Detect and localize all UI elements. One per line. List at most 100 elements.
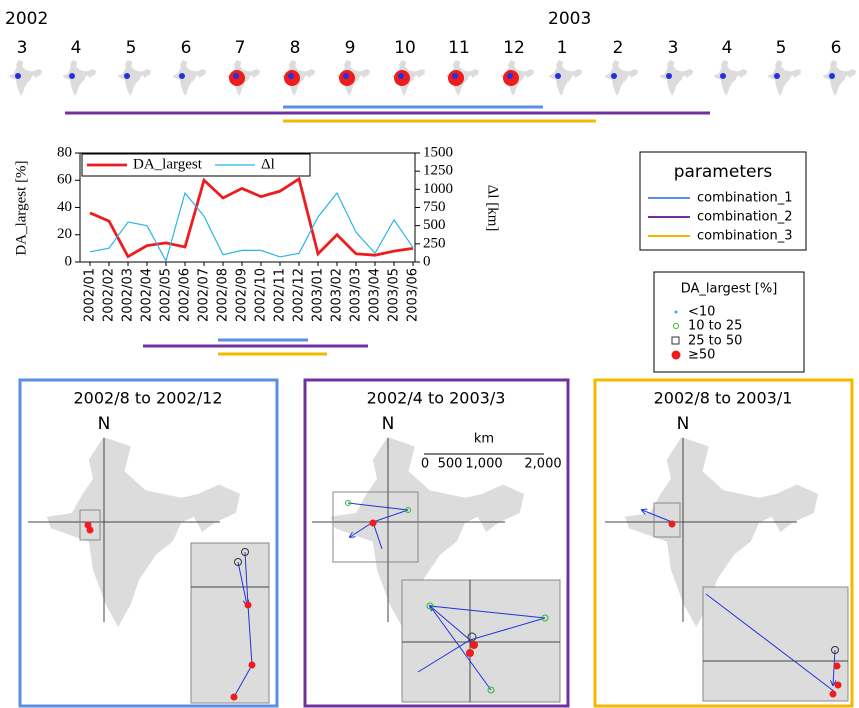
mini-dot (829, 73, 835, 79)
x-tick-label: 2002/03 (121, 268, 136, 322)
point (833, 662, 841, 670)
legend-title: parameters (674, 162, 773, 182)
mini-map (767, 60, 801, 96)
mini-map (659, 60, 693, 96)
north-label: N (382, 414, 395, 434)
mini-map (713, 60, 747, 96)
mini-dot (720, 73, 726, 79)
month-label: 12 (503, 38, 525, 58)
y2-tick-label: 1500 (423, 144, 453, 160)
point (234, 558, 242, 566)
panel: 2002/8 to 2003/1 N (593, 378, 854, 708)
x-tick-label: 2003/03 (349, 268, 364, 322)
month-label: 4 (722, 38, 733, 58)
month-label: 6 (831, 38, 842, 58)
size-symbol (673, 323, 679, 329)
mini-dot (398, 73, 404, 79)
mini-dot (15, 73, 21, 79)
y2-tick-label: 250 (423, 235, 446, 251)
x-tick-label: 2003/05 (387, 268, 402, 322)
point (244, 601, 252, 609)
x-tick-label: 2002/10 (254, 268, 269, 322)
x-tick-label: 2002/05 (159, 268, 174, 322)
point (230, 693, 238, 701)
legend-label: combination_2 (697, 210, 793, 225)
x-tick-label: 2002/02 (102, 268, 117, 322)
point (86, 526, 94, 534)
month-label: 9 (345, 38, 356, 58)
series-line (89, 176, 414, 259)
y2-axis-label: Δl [km] (485, 185, 501, 232)
north-label: N (98, 414, 111, 434)
inset (190, 542, 270, 704)
panel: 2002/8 to 2002/12 N (18, 378, 279, 708)
scale-unit: km (474, 432, 494, 447)
y-tick-label: 20 (57, 226, 72, 242)
point (369, 519, 377, 527)
month-label: 4 (71, 38, 82, 58)
point (831, 646, 839, 654)
year-label: 2003 (548, 9, 591, 29)
point (470, 641, 478, 649)
size-symbol (671, 336, 680, 345)
panel: 2002/4 to 2003/3 N km 0 500 1,000 2,000 (303, 378, 570, 708)
month-label: 5 (776, 38, 787, 58)
mini-map (117, 60, 151, 96)
x-tick-label: 2002/11 (273, 268, 288, 322)
arrows (417, 606, 546, 691)
y2-tick-label: 1000 (423, 181, 453, 197)
legend-label: Δl (261, 156, 275, 172)
y-tick-label: 80 (57, 144, 72, 160)
mini-dot (452, 73, 458, 79)
mini-map (8, 60, 42, 96)
point (466, 649, 474, 657)
x-tick-label: 2002/04 (140, 268, 155, 322)
point (405, 507, 411, 513)
x-tick-label: 2003/02 (330, 268, 345, 322)
x-tick-label: 2002/06 (178, 268, 193, 322)
y-tick-label: 0 (65, 253, 73, 269)
inset-box (332, 491, 419, 563)
y2-tick-label: 1250 (423, 163, 453, 179)
y2-tick-label: 500 (423, 217, 446, 233)
x-tick-label: 2002/08 (216, 268, 231, 322)
size-label: 25 to 50 (688, 334, 742, 349)
north-label: N (677, 414, 690, 434)
series-line (89, 191, 414, 263)
mini-dot (233, 73, 239, 79)
point (668, 520, 676, 528)
point (487, 686, 495, 694)
size-symbol (674, 310, 678, 314)
legend-title: DA_largest [%] (681, 282, 778, 297)
mini-dot (555, 73, 561, 79)
x-tick-label: 2002/01 (83, 268, 98, 322)
point (248, 661, 256, 669)
inset (702, 586, 849, 702)
mini-map (822, 60, 856, 96)
legend-label: DA_largest (133, 156, 203, 172)
point (426, 602, 434, 610)
x-tick-label: 2002/07 (197, 268, 212, 322)
month-label: 6 (181, 38, 192, 58)
arrows (348, 502, 409, 550)
mini-dot (69, 73, 75, 79)
mini-dot (343, 73, 349, 79)
scale-label: 1,000 (465, 457, 502, 472)
x-tick-label: 2002/12 (292, 268, 307, 322)
scale-label: 2,000 (524, 457, 561, 472)
mini-dot (666, 73, 672, 79)
mini-map (62, 60, 96, 96)
inset-box (79, 509, 101, 541)
mini-dot (179, 73, 185, 79)
month-label: 5 (126, 38, 137, 58)
year-label: 2002 (5, 9, 48, 29)
scale-label: 0 (421, 457, 429, 472)
month-label: 2 (613, 38, 624, 58)
y-tick-label: 60 (57, 172, 72, 188)
y-axis-label: DA_largest [%] (13, 160, 29, 255)
legend-label: combination_3 (697, 229, 793, 244)
x-tick-label: 2002/09 (235, 268, 250, 322)
chart-legend (81, 153, 311, 177)
point (345, 500, 351, 506)
